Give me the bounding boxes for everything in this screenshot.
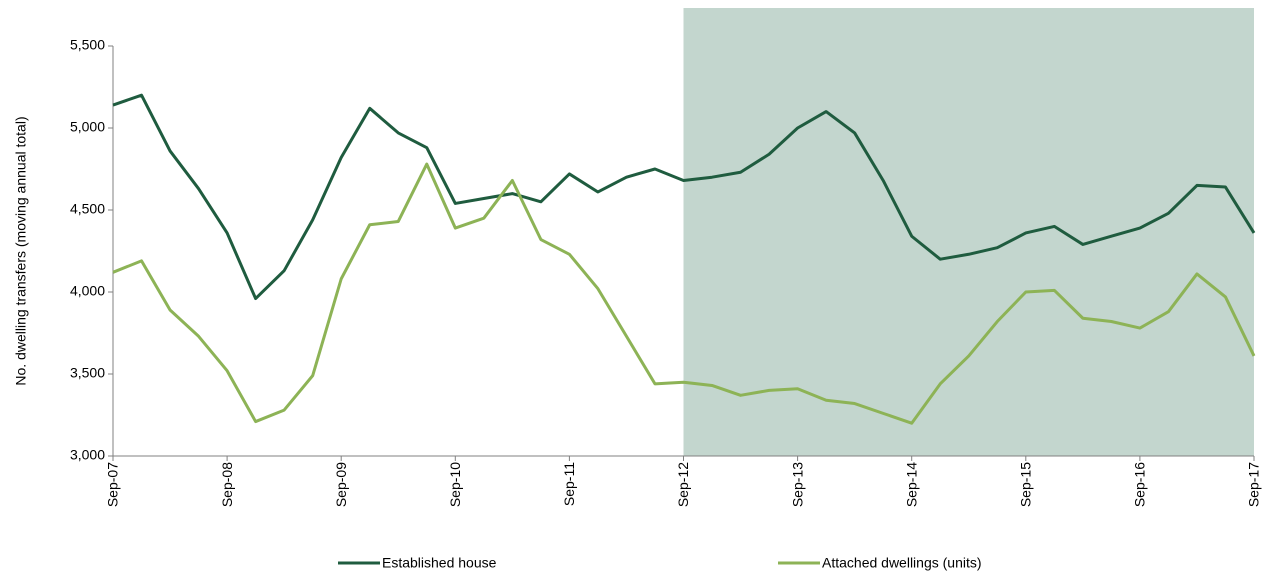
- y-tick-label: 4,500: [70, 201, 105, 217]
- y-tick-label: 5,500: [70, 37, 105, 53]
- legend-label: Attached dwellings (units): [822, 555, 982, 571]
- series-line: [112, 162, 1256, 425]
- x-tick-label: Sep-14: [903, 462, 919, 507]
- series-line: [112, 93, 1256, 301]
- x-tick-label: Sep-10: [447, 462, 463, 507]
- legend-label: Established house: [382, 555, 497, 571]
- y-axis-label: No. dwelling transfers (moving annual to…: [13, 116, 29, 385]
- shaded-region: [683, 8, 1254, 456]
- x-tick-label: Sep-09: [333, 462, 349, 507]
- x-tick-label: Sep-08: [219, 462, 235, 507]
- x-tick-label: Sep-11: [561, 462, 577, 506]
- x-tick-label: Sep-12: [675, 462, 691, 507]
- y-tick-label: 4,000: [70, 283, 105, 299]
- y-tick-label: 3,000: [70, 447, 105, 463]
- x-tick-label: Sep-17: [1246, 462, 1262, 507]
- x-tick-label: Sep-13: [789, 462, 805, 507]
- y-tick-label: 5,000: [70, 119, 105, 135]
- y-tick-label: 3,500: [70, 365, 105, 381]
- x-tick-label: Sep-15: [1018, 462, 1034, 507]
- x-tick-label: Sep-07: [105, 462, 121, 507]
- x-tick-label: Sep-16: [1132, 462, 1148, 507]
